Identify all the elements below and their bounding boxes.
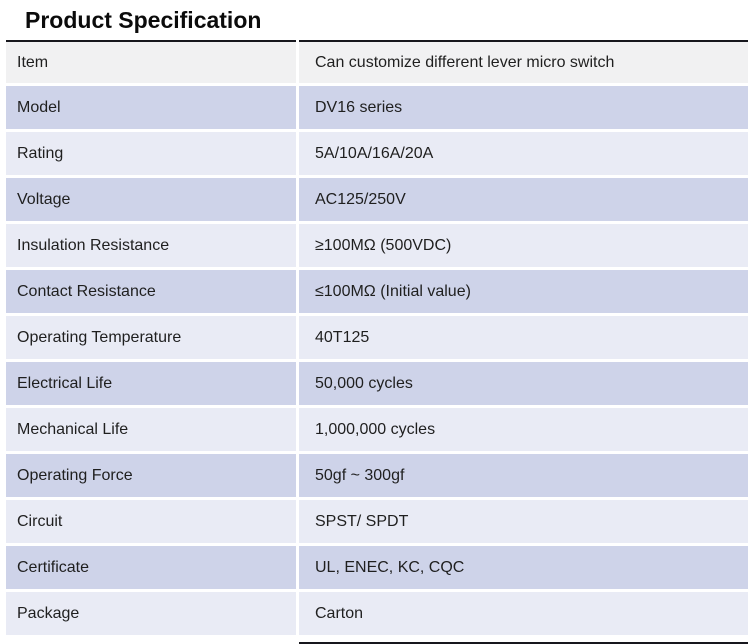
spec-row-label: Voltage xyxy=(6,178,296,221)
spec-row-label: Insulation Resistance xyxy=(6,224,296,267)
spec-table: Item Can customize different lever micro… xyxy=(6,40,748,635)
spec-row-value: SPST/ SPDT xyxy=(299,500,748,543)
spec-row-value: DV16 series xyxy=(299,86,748,129)
spec-row-label: Rating xyxy=(6,132,296,175)
spec-row-value: 50gf ~ 300gf xyxy=(299,454,748,497)
spec-row-label: Certificate xyxy=(6,546,296,589)
spec-row-value: 1,000,000 cycles xyxy=(299,408,748,451)
spec-row-label: Item xyxy=(6,40,296,83)
spec-row-value: ≤100MΩ (Initial value) xyxy=(299,270,748,313)
spec-row-value: 40T125 xyxy=(299,316,748,359)
spec-row-label: Contact Resistance xyxy=(6,270,296,313)
spec-row-value: 50,000 cycles xyxy=(299,362,748,405)
spec-row-label: Package xyxy=(6,592,296,635)
spec-row-value: 5A/10A/16A/20A xyxy=(299,132,748,175)
page-title: Product Specification xyxy=(25,7,262,33)
spec-row-value: ≥100MΩ (500VDC) xyxy=(299,224,748,267)
table-bottom-border-fragment xyxy=(299,642,748,644)
spec-row-label: Circuit xyxy=(6,500,296,543)
spec-row-label: Model xyxy=(6,86,296,129)
spec-row-value: AC125/250V xyxy=(299,178,748,221)
spec-row-label: Operating Temperature xyxy=(6,316,296,359)
spec-row-label: Electrical Life xyxy=(6,362,296,405)
spec-row-value: Can customize different lever micro swit… xyxy=(299,40,748,83)
spec-row-value: Carton xyxy=(299,592,748,635)
spec-row-value: UL, ENEC, KC, CQC xyxy=(299,546,748,589)
spec-row-label: Operating Force xyxy=(6,454,296,497)
spec-row-label: Mechanical Life xyxy=(6,408,296,451)
